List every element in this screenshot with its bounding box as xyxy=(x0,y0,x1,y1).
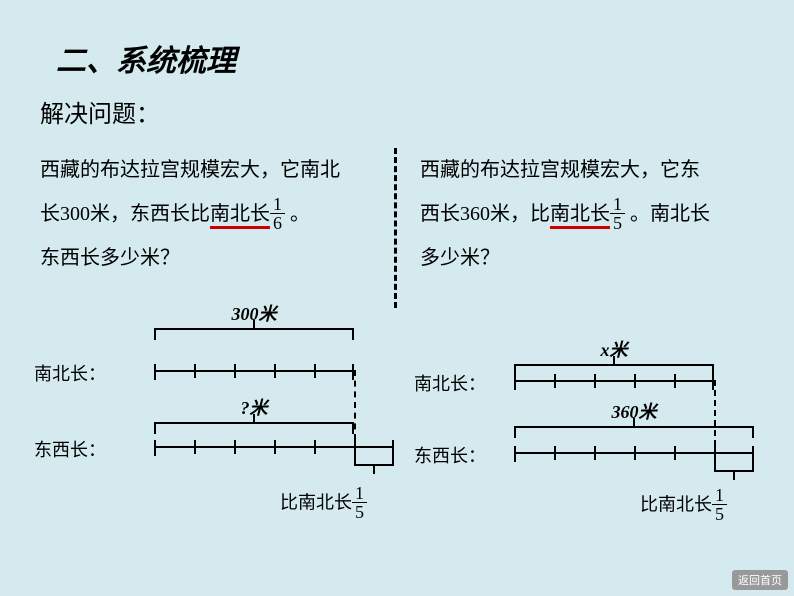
p1-l2a: 长300米，东西长比 xyxy=(40,203,210,225)
section-title: 二、系统梳理 xyxy=(56,36,236,80)
dr-small-brace xyxy=(714,458,754,472)
problem-left: 西藏的布达拉宫规模宏大，它南北 长300米，东西长比南北长16 。 东西长多少米… xyxy=(40,148,380,280)
p2-frac-num: 1 xyxy=(610,195,625,214)
dl-row2-label: 东西长： xyxy=(34,436,106,462)
back-button[interactable]: 返回首页 xyxy=(732,570,788,590)
dl-annot-frac: 15 xyxy=(352,484,367,521)
dl-small-brace xyxy=(354,452,394,466)
p1-line1: 西藏的布达拉宫规模宏大，它南北 xyxy=(40,148,380,192)
dl-annot-text: 比南北长 xyxy=(280,493,352,513)
p1-l2c: 。 xyxy=(285,203,310,225)
dl-annotation: 比南北长15 xyxy=(280,486,367,523)
subtitle: 解决问题： xyxy=(40,94,160,129)
p1-line3: 东西长多少米？ xyxy=(40,236,380,280)
p2-line1: 西藏的布达拉宫规模宏大，它东 xyxy=(420,148,760,192)
p2-l2a: 西长360米，比 xyxy=(420,203,550,225)
diagram-left: 300米 南北长： ?米 东西长： 比南北长15 xyxy=(34,300,394,530)
dr-line1 xyxy=(514,380,714,396)
p1-frac-den: 6 xyxy=(270,214,285,232)
dl-annot-den: 5 xyxy=(352,503,367,521)
dr-row1-label: 南北长： xyxy=(414,370,486,396)
p2-underline: 南北长 xyxy=(550,203,610,229)
dr-mid-brace: 360米 xyxy=(514,398,754,440)
dl-line1 xyxy=(154,370,354,386)
problem-right: 西藏的布达拉宫规模宏大，它东 西长360米，比南北长15 。南北长 多少米？ xyxy=(420,148,760,280)
vertical-divider xyxy=(394,148,397,308)
dr-annot-num: 1 xyxy=(712,486,727,505)
p1-line2: 长300米，东西长比南北长16 。 xyxy=(40,192,380,236)
dl-annot-num: 1 xyxy=(352,484,367,503)
p2-frac-den: 5 xyxy=(610,214,625,232)
dr-top-brace: x米 xyxy=(514,336,714,378)
dr-annot-frac: 15 xyxy=(712,486,727,523)
p2-fraction: 15 xyxy=(610,195,625,232)
dr-annot-text: 比南北长 xyxy=(640,495,712,515)
dr-annotation: 比南北长15 xyxy=(640,488,727,525)
p1-frac-num: 1 xyxy=(270,195,285,214)
dl-dash xyxy=(354,370,356,440)
p1-fraction: 16 xyxy=(270,195,285,232)
dl-row1-label: 南北长： xyxy=(34,360,106,386)
dl-mid-brace: ?米 xyxy=(154,394,354,436)
diagram-right: x米 南北长： 360米 东西长： 比南北长15 xyxy=(414,336,774,536)
p2-line2: 西长360米，比南北长15 。南北长 xyxy=(420,192,760,236)
p2-l2c: 。南北长 xyxy=(625,203,710,225)
dl-top-brace: 300米 xyxy=(154,300,354,342)
dr-row2-label: 东西长： xyxy=(414,442,486,468)
p2-line3: 多少米？ xyxy=(420,236,760,280)
dr-annot-den: 5 xyxy=(712,505,727,523)
p1-underline: 南北长 xyxy=(210,203,270,229)
